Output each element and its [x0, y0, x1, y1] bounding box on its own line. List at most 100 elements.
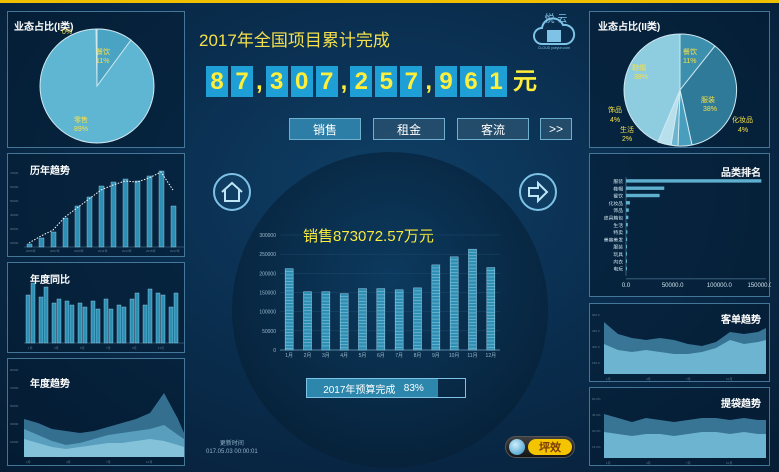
center-circle [232, 152, 548, 468]
bar[interactable] [376, 288, 386, 351]
format-ratio-1-panel: 业态占比(I类) 0% 餐饮 11% 零售 89% [7, 11, 185, 148]
rank-bar[interactable] [626, 201, 630, 205]
budget-progress: 2017年预算完成 83% [306, 378, 466, 398]
svg-text:10000: 10000 [10, 440, 19, 444]
svg-text:90000: 90000 [10, 368, 19, 372]
rank-bar[interactable] [626, 237, 628, 241]
svg-text:70000: 70000 [10, 171, 19, 175]
bar[interactable] [358, 288, 367, 351]
slice-pct: 38% [703, 106, 717, 113]
svg-text:2011年: 2011年 [98, 248, 107, 253]
rank-bar[interactable] [626, 223, 628, 227]
x-tick-label: 2月 [304, 353, 312, 359]
rank-bar[interactable] [626, 244, 627, 249]
svg-text:1月: 1月 [26, 460, 31, 464]
svg-text:45.0%: 45.0% [592, 413, 601, 417]
update-time: 更新时间 017.05.03 00:00:01 [206, 440, 258, 456]
rank-bar[interactable] [626, 215, 629, 220]
tab-rent[interactable]: 租金 [373, 118, 445, 140]
next-button[interactable] [519, 173, 557, 211]
slice-label: 零售 [74, 115, 88, 124]
x-tick-label: 50000.0 [662, 283, 684, 289]
rank-bar[interactable] [626, 179, 762, 183]
svg-text:30.0%: 30.0% [592, 429, 601, 433]
bar[interactable] [468, 248, 477, 351]
home-icon [221, 181, 243, 202]
y-tick-label: 150000 [259, 291, 276, 297]
svg-text:9月: 9月 [132, 346, 137, 350]
bar[interactable] [394, 289, 404, 351]
x-tick-label: 5月 [359, 353, 367, 359]
yoy-chart[interactable]: 1月 3月 5月 7月 9月 11月 [8, 263, 186, 354]
rank-bar[interactable] [626, 186, 665, 190]
svg-text:20000: 20000 [10, 241, 19, 245]
slice-label: 鞋帽 [632, 63, 646, 72]
rank-bar[interactable] [626, 193, 660, 198]
rank-bar[interactable] [626, 259, 627, 263]
efficiency-toggle[interactable]: 坪效 [505, 436, 575, 458]
tab-sales[interactable]: 销售 [289, 118, 361, 140]
bar[interactable] [413, 287, 422, 351]
toggle-knob[interactable] [509, 439, 525, 455]
panel-title: 年度同比 [30, 275, 70, 286]
rank-bar[interactable] [626, 208, 629, 212]
svg-text:3月: 3月 [54, 346, 59, 350]
cloud-cube-icon [533, 17, 576, 45]
top-accent-line [0, 0, 779, 3]
slice-pct: 11% [96, 58, 110, 65]
y-tick-label: 50000 [262, 329, 276, 335]
bar[interactable] [284, 268, 294, 351]
counter-digit: 2 [350, 66, 373, 97]
bag-trend-panel: 提袋趋势 60.0% 45.0% 30.0% 15.0% 1月 4月 7月 10月 [589, 387, 770, 466]
category-rank-panel: 品类排名 服装 鞋帽 餐饮 化妆品 饰品 皮具箱包 生活 特卖 美容美发 服装 玩具 内衣 电玩 0.0 5… [589, 153, 771, 298]
panel-title: 品类排名 [721, 168, 761, 179]
y-tick-label: 300000 [259, 233, 276, 239]
svg-text:450.0: 450.0 [592, 329, 600, 333]
panel-title: 客单趋势 [721, 315, 761, 326]
bar[interactable] [486, 267, 496, 351]
format-ratio-1-pie[interactable]: 0% 餐饮 11% 零售 89% [8, 12, 186, 149]
logo-subtext: CLOUD yueyun.com [537, 46, 571, 50]
category-label: 皮具箱包 [604, 215, 623, 222]
svg-text:11月: 11月 [158, 346, 164, 350]
update-value: 017.05.03 00:00:01 [206, 449, 258, 455]
bar[interactable] [339, 293, 349, 351]
bar[interactable] [303, 291, 312, 351]
slice-pct: 38% [634, 74, 648, 81]
x-tick-label: 8月 [414, 353, 422, 359]
history-trend-chart[interactable]: 70000 60000 50000 40000 30000 20000 2005年 2007… [8, 154, 186, 258]
counter-digit: 8 [206, 66, 228, 97]
budget-progress-fill [307, 379, 439, 397]
home-button[interactable] [213, 173, 251, 211]
panel-title: 提袋趋势 [721, 399, 761, 410]
svg-text:10月: 10月 [726, 461, 732, 465]
tab-traffic[interactable]: 客流 [457, 118, 529, 140]
counter-digit: 6 [460, 66, 483, 97]
category-label: 生活 [613, 222, 623, 229]
annual-trend-chart[interactable]: 90000 70000 50000 30000 10000 1月 4月 7月 10月 [8, 359, 186, 467]
svg-text:2007年: 2007年 [50, 248, 60, 253]
history-trend-panel: 历年趋势 70000 60000 50000 40000 30000 20000 2005… [7, 153, 185, 257]
bar[interactable] [431, 264, 441, 351]
rank-bar[interactable] [626, 230, 628, 234]
category-label: 服装 [613, 178, 623, 185]
x-tick-label: 150000.0 [747, 283, 771, 289]
svg-text:1月: 1月 [606, 461, 611, 465]
yoy-panel: 年度同比 1月 3月 5月 7月 9月 11月 [7, 262, 185, 353]
bar[interactable] [449, 256, 459, 351]
rank-bar[interactable] [626, 266, 627, 271]
y-tick-label: 0 [273, 348, 276, 354]
category-label: 内衣 [613, 258, 623, 265]
rank-bar[interactable] [626, 252, 627, 256]
svg-text:15.0%: 15.0% [592, 445, 601, 449]
panel-title: 历年趋势 [30, 166, 70, 177]
total-counter: 8 7 , 3 0 7 , 2 5 7 , 9 6 1 元 [206, 63, 537, 97]
format-ratio-2-pie[interactable]: 餐饮 11% 服装 38% 化妆品 4% 生活 2% 饰品 4% 鞋帽 38% [590, 12, 771, 149]
bar[interactable] [321, 291, 331, 351]
order-trend-chart[interactable]: 600.0 450.0 300.0 150.0 1月 4月 7月 10月 [590, 304, 771, 383]
more-tabs-button[interactable]: >> [540, 118, 572, 140]
bag-trend-chart[interactable]: 60.0% 45.0% 30.0% 15.0% 1月 4月 7月 10月 [590, 388, 771, 467]
y-tick-label: 200000 [259, 271, 276, 277]
